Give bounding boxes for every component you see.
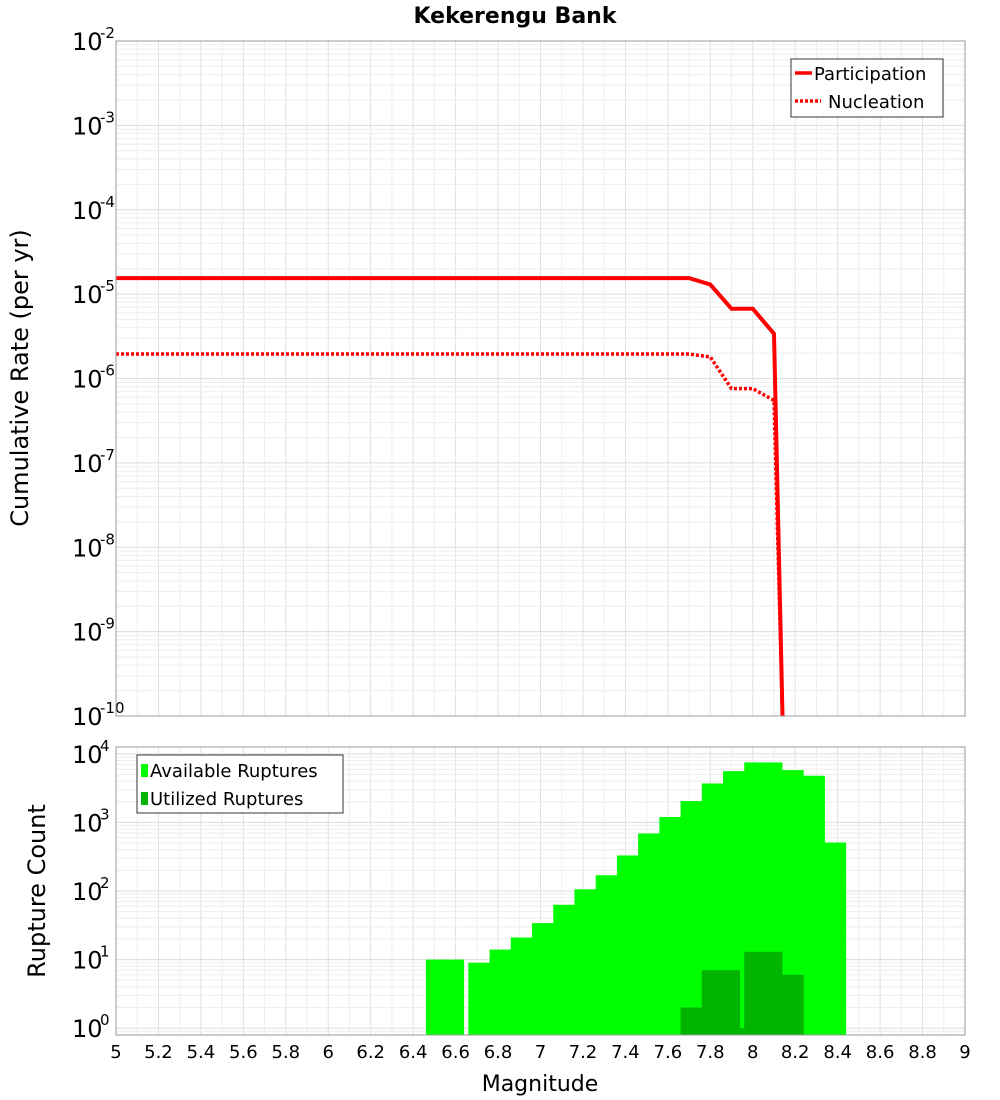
y-tick-label: 10 (72, 878, 103, 906)
y-tick-exponent: 4 (100, 737, 110, 755)
rate-grid (115, 41, 966, 717)
x-tick-label: 7.2 (569, 1042, 598, 1063)
legend-available-swatch (141, 764, 148, 777)
y-tick-exponent: -8 (100, 530, 115, 548)
x-tick-label: 7.8 (696, 1042, 725, 1063)
x-tick-label: 8 (747, 1042, 758, 1063)
y-tick-exponent: -7 (100, 446, 115, 464)
rate-legend: Participation Nucleation (790, 58, 944, 118)
participation-line (116, 276, 785, 717)
x-tick-label: 5.6 (229, 1042, 258, 1063)
x-tick-label: 5 (110, 1042, 121, 1063)
x-tick-label: 8.2 (781, 1042, 810, 1063)
nucleation-line (116, 352, 785, 717)
rate-lines (116, 276, 785, 717)
chart-title: Kekerengu Bank (414, 4, 618, 29)
x-tick-label: 8.4 (823, 1042, 852, 1063)
rate-y-axis-label: Cumulative Rate (per yr) (6, 229, 34, 527)
count-legend: Available Ruptures Utilized Ruptures (136, 754, 344, 814)
legend-utilized-swatch (141, 792, 148, 805)
legend-participation-label: Participation (814, 64, 926, 85)
utilized-bar (723, 1028, 762, 1035)
y-tick-label: 10 (72, 281, 103, 309)
legend-available-label: Available Ruptures (150, 761, 318, 782)
y-tick-label: 10 (72, 703, 103, 731)
x-tick-label: 5.2 (144, 1042, 173, 1063)
y-tick-label: 10 (72, 619, 103, 647)
rate-panel: Kekerengu Bank 10-1010-910-810-710-610-5… (6, 4, 966, 731)
y-tick-label: 10 (72, 809, 103, 837)
x-tick-label: 6.6 (441, 1042, 470, 1063)
y-tick-exponent: 0 (100, 1011, 110, 1029)
y-tick-label: 10 (72, 1015, 103, 1043)
y-tick-exponent: 3 (100, 805, 110, 823)
x-tick-label: 6.2 (356, 1042, 385, 1063)
utilized-bar (765, 974, 804, 1035)
count-bars (425, 762, 847, 1035)
y-tick-exponent: -9 (100, 615, 115, 633)
y-tick-exponent: -3 (100, 108, 115, 126)
x-tick-label: 7 (535, 1042, 546, 1063)
y-tick-exponent: -5 (100, 277, 115, 295)
rate-plot-frame (115, 40, 966, 717)
available-bar (807, 842, 847, 1035)
y-tick-label: 10 (72, 450, 103, 478)
y-tick-label: 10 (72, 112, 103, 140)
magnitude-x-axis-label: Magnitude (482, 1072, 599, 1097)
count-legend-box (136, 754, 344, 814)
x-tick-label: 5.4 (187, 1042, 216, 1063)
rate-legend-box (790, 58, 944, 118)
legend-nucleation-label: Nucleation (828, 92, 924, 113)
utilized-bar (701, 970, 741, 1035)
count-plot-frame (115, 746, 966, 1036)
x-tick-label: 6.8 (484, 1042, 513, 1063)
x-tick-label: 9 (959, 1042, 970, 1063)
y-tick-label: 10 (72, 28, 103, 56)
x-tick-label: 7.6 (654, 1042, 683, 1063)
y-tick-exponent: 1 (100, 943, 110, 961)
y-tick-label: 10 (72, 947, 103, 975)
y-tick-exponent: -10 (100, 699, 125, 717)
y-tick-label: 10 (72, 534, 103, 562)
y-tick-exponent: -6 (100, 362, 115, 380)
y-tick-exponent: -4 (100, 193, 115, 211)
available-bar (425, 959, 465, 1035)
y-tick-label: 10 (72, 366, 103, 394)
count-y-axis-label: Rupture Count (23, 804, 51, 978)
y-tick-exponent: -2 (100, 24, 115, 42)
magnitude-x-ticks: 5 5.2 5.4 5.6 5.8 6 6.2 6.4 6.6 6.8 7 7.2 7.4 7.6 7.8 8… (110, 1042, 970, 1063)
x-tick-label: 5.8 (271, 1042, 300, 1063)
x-tick-label: 6.4 (399, 1042, 428, 1063)
y-tick-exponent: 2 (100, 874, 110, 892)
x-tick-label: 7.4 (611, 1042, 640, 1063)
y-tick-label: 10 (72, 741, 103, 769)
x-tick-label: 6 (323, 1042, 334, 1063)
legend-utilized-label: Utilized Ruptures (150, 789, 303, 810)
x-tick-label: 8.8 (908, 1042, 937, 1063)
y-tick-label: 10 (72, 197, 103, 225)
x-tick-label: 8.6 (866, 1042, 895, 1063)
